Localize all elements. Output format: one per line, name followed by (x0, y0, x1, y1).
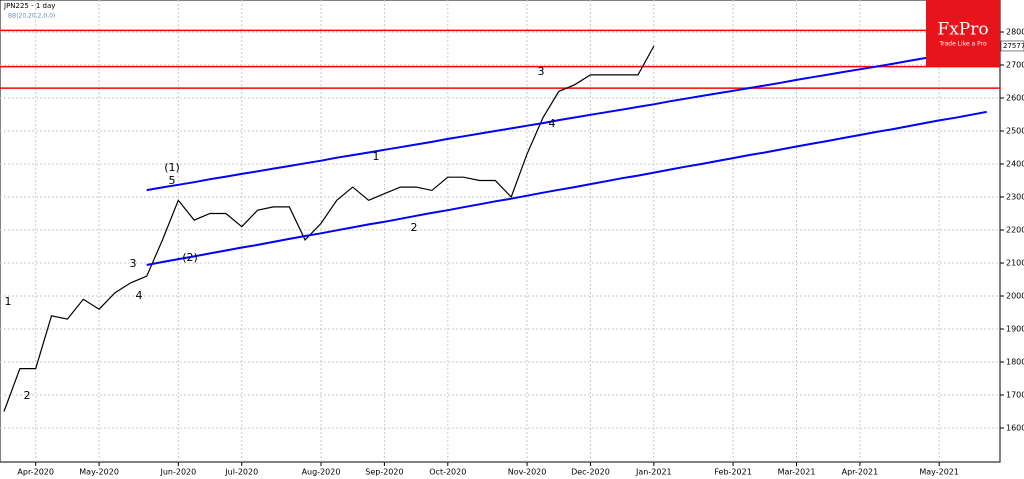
wave-label: 3 (538, 65, 545, 78)
x-tick-label: Dec-2020 (571, 468, 610, 477)
y-tick-label: 25000 (1006, 127, 1024, 136)
wave-label: 2 (24, 389, 31, 402)
last-price: 27577 (1003, 42, 1024, 50)
x-tick-label: May-2020 (79, 468, 119, 477)
y-tick-label: 26000 (1006, 94, 1024, 103)
wave-label: 4 (549, 117, 556, 130)
wave-label: (2) (182, 251, 198, 264)
wave-label: (1) (164, 161, 180, 174)
y-tick-label: 16000 (1006, 424, 1024, 433)
x-tick-label: Aug-2020 (302, 468, 341, 477)
price-box (1000, 40, 1024, 52)
x-tick-label: Sep-2020 (365, 468, 403, 477)
wave-label: 1 (5, 295, 12, 308)
y-tick-label: 20000 (1006, 292, 1024, 301)
y-tick-label: 18000 (1006, 358, 1024, 367)
wave-label: 3 (130, 257, 137, 270)
logo-tagline: Trade Like a Pro (938, 41, 987, 48)
wave-label: 4 (136, 289, 143, 302)
x-tick-label: Feb-2021 (714, 468, 751, 477)
indicator-label: BB(20,20,2,0,0) (8, 13, 55, 20)
x-tick-label: May-2021 (919, 468, 959, 477)
trend-line (146, 110, 987, 266)
x-tick-label: Apr-2020 (17, 468, 54, 477)
chart-title: JPN225 - 1 day (3, 2, 55, 10)
price-line (3, 45, 655, 412)
wave-label: 5 (169, 174, 176, 187)
trend-line (146, 46, 987, 192)
y-tick-label: 27000 (1006, 61, 1024, 70)
wave-label: 1 (373, 150, 380, 163)
x-tick-label: Jan-2021 (635, 468, 672, 477)
x-tick-label: Apr-2021 (842, 468, 879, 477)
y-tick-label: 28000 (1006, 28, 1024, 37)
y-tick-label: 17000 (1006, 391, 1024, 400)
x-tick-label: Jul-2020 (224, 468, 258, 477)
y-tick-label: 24000 (1006, 160, 1024, 169)
x-tick-label: Jun-2020 (159, 468, 196, 477)
x-tick-label: Nov-2020 (508, 468, 547, 477)
logo-box (926, 0, 1000, 66)
y-tick-label: 21000 (1006, 259, 1024, 268)
x-tick-label: Mar-2021 (778, 468, 816, 477)
logo: FxPro (937, 20, 988, 40)
x-tick-label: Oct-2020 (429, 468, 466, 477)
y-tick-label: 19000 (1006, 325, 1024, 334)
plot-area (0, 0, 1001, 463)
y-tick-label: 23000 (1006, 193, 1024, 202)
wave-label: 2 (411, 221, 418, 234)
y-tick-label: 22000 (1006, 226, 1024, 235)
